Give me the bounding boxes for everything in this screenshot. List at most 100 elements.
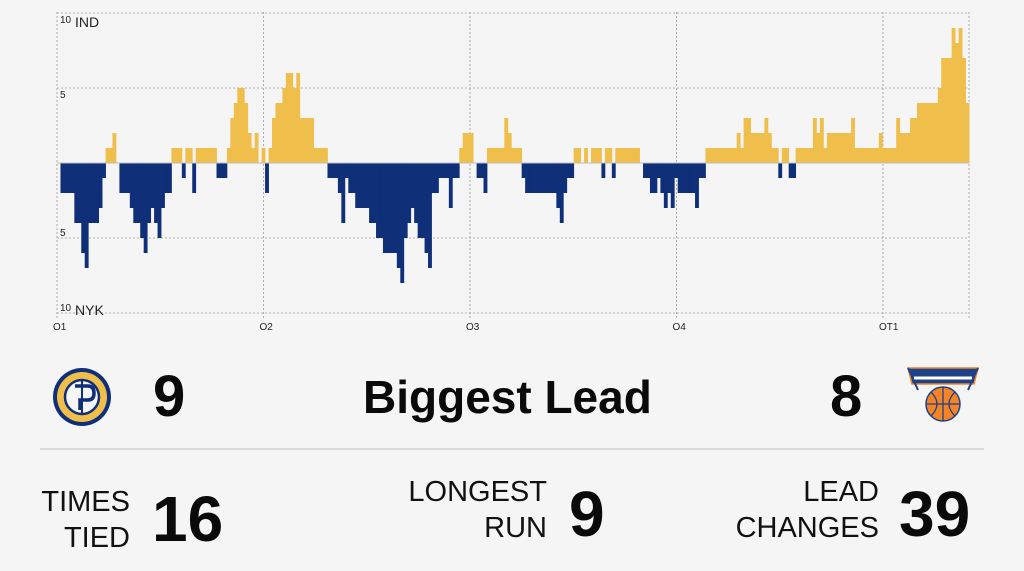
ind-lead-bar: [806, 148, 810, 163]
ind-lead-bar: [278, 103, 283, 163]
nyk-lead-bar: [428, 163, 432, 268]
ind-lead-bar: [209, 148, 214, 163]
nyk-lead-bar: [674, 163, 679, 178]
ind-lead-bar: [268, 148, 273, 163]
nyk-lead-bar: [358, 163, 363, 208]
ind-lead-bar: [729, 148, 734, 163]
ind-lead-bar: [913, 118, 918, 163]
ind-lead-bar: [712, 148, 717, 163]
times-tied-label-line2: TIED: [63, 522, 130, 554]
ind-lead-bar: [594, 148, 599, 163]
ind-lead-bar: [615, 148, 620, 163]
nyk-lead-bar: [414, 163, 419, 223]
ind-lead-bar: [736, 133, 741, 163]
nyk-lead-bar: [788, 163, 793, 178]
ind-lead-bar: [705, 148, 710, 163]
nyk-lead-bar: [330, 163, 335, 178]
ind-lead-bar: [871, 148, 876, 163]
bottom-team-label: NYK: [75, 302, 104, 318]
nyk-lead-bar: [677, 163, 682, 193]
lead-changes-label-line2: CHANGES: [735, 512, 879, 544]
ind-lead-bar: [310, 118, 315, 163]
nyk-lead-bar: [643, 163, 647, 178]
nyk-lead-bar: [164, 163, 169, 193]
ind-lead-bar: [178, 148, 183, 163]
nyk-lead-bar: [74, 163, 79, 223]
ind-lead-bar: [799, 148, 803, 163]
ind-lead-bar: [781, 148, 786, 163]
times-tied-label-line1: TIMES: [41, 486, 130, 518]
nyk-lead-bar: [407, 163, 412, 223]
ind-lead-bar: [840, 133, 845, 163]
nyk-lead-bar: [337, 163, 342, 193]
ind-lead-bar: [591, 148, 595, 163]
nyk-lead-bar: [91, 163, 96, 223]
ind-lead-bar: [320, 148, 325, 163]
nyk-lead-bar: [386, 163, 391, 253]
nyk-lead-bar: [441, 163, 446, 178]
ind-lead-bar: [226, 148, 231, 163]
nyk-lead-bar: [396, 163, 401, 268]
nyk-lead-bar: [88, 163, 93, 223]
ind-lead-bar: [500, 148, 505, 163]
nyk-lead-bar: [532, 163, 536, 193]
ind-lead-bar: [844, 133, 849, 163]
ind-lead-bar: [896, 118, 901, 163]
ind-lead-bar: [785, 148, 790, 163]
nyk-lead-bar: [60, 163, 65, 193]
nyk-lead-bar: [552, 163, 557, 193]
ind-lead-bar: [202, 148, 207, 163]
ind-lead-bar: [858, 148, 862, 163]
nyk-lead-bar: [663, 163, 668, 208]
nyk-lead-bar: [216, 163, 221, 178]
nyk-lead-bar: [157, 163, 162, 238]
nyk-lead-bar: [445, 163, 450, 178]
nyk-lead-bar: [355, 163, 360, 208]
ind-lead-bar: [833, 133, 838, 163]
ind-lead-bar: [941, 58, 946, 163]
ind-lead-bar: [750, 133, 755, 163]
nyk-lead-bar: [154, 163, 158, 223]
ind-lead-bar: [490, 148, 495, 163]
nyk-lead-bar: [649, 163, 654, 193]
ind-lead-bar: [715, 148, 720, 163]
nyk-lead-bar: [161, 163, 165, 208]
y-tick-label: 5: [60, 90, 66, 101]
nyk-lead-bar: [129, 163, 134, 208]
nyk-lead-bar: [480, 163, 484, 178]
ind-lead-bar: [743, 118, 748, 163]
ind-lead-bar: [847, 133, 852, 163]
nyk-lead-bar: [219, 163, 224, 178]
ind-lead-bar: [625, 148, 630, 163]
ind-lead-bar: [299, 118, 304, 163]
ind-lead-bar: [719, 148, 724, 163]
nyk-lead-bar: [67, 163, 72, 193]
nyk-lead-bar: [265, 163, 269, 193]
ind-lead-bar: [313, 148, 318, 163]
lead-changes-value: 39: [899, 478, 971, 550]
nyk-lead-bar: [438, 163, 443, 178]
tick-labels: 10 5 5 10 Q1 Q2 Q3 Q4 OT1: [53, 15, 899, 330]
nyk-lead-bar: [77, 163, 82, 223]
nyk-lead-bar: [95, 163, 100, 223]
nyk-lead-bar: [601, 163, 606, 178]
nyk-lead-bar: [167, 163, 172, 193]
ind-lead-bar: [632, 148, 637, 163]
nyk-lead-bar: [102, 163, 106, 178]
nyk-lead-bar: [376, 163, 380, 238]
nyk-lead-bar: [556, 163, 561, 208]
ind-lead-bar: [206, 148, 210, 163]
nyk-lead-bar: [192, 163, 197, 193]
ind-lead-bar: [105, 148, 110, 163]
nyk-lead-bar: [455, 163, 460, 178]
nyk-lead-bar: [351, 163, 356, 193]
nyk-lead-bar: [545, 163, 550, 193]
longest-run-label-line1: LONGEST: [408, 476, 547, 508]
nyk-lead-bar: [542, 163, 547, 193]
nyk-lead-bar: [646, 163, 651, 178]
ind-lead-bar: [885, 148, 890, 163]
knicks-logo: [907, 367, 979, 422]
nyk-lead-bar: [70, 163, 75, 193]
ind-lead-bar: [920, 103, 925, 163]
ind-lead-bar: [608, 148, 613, 163]
